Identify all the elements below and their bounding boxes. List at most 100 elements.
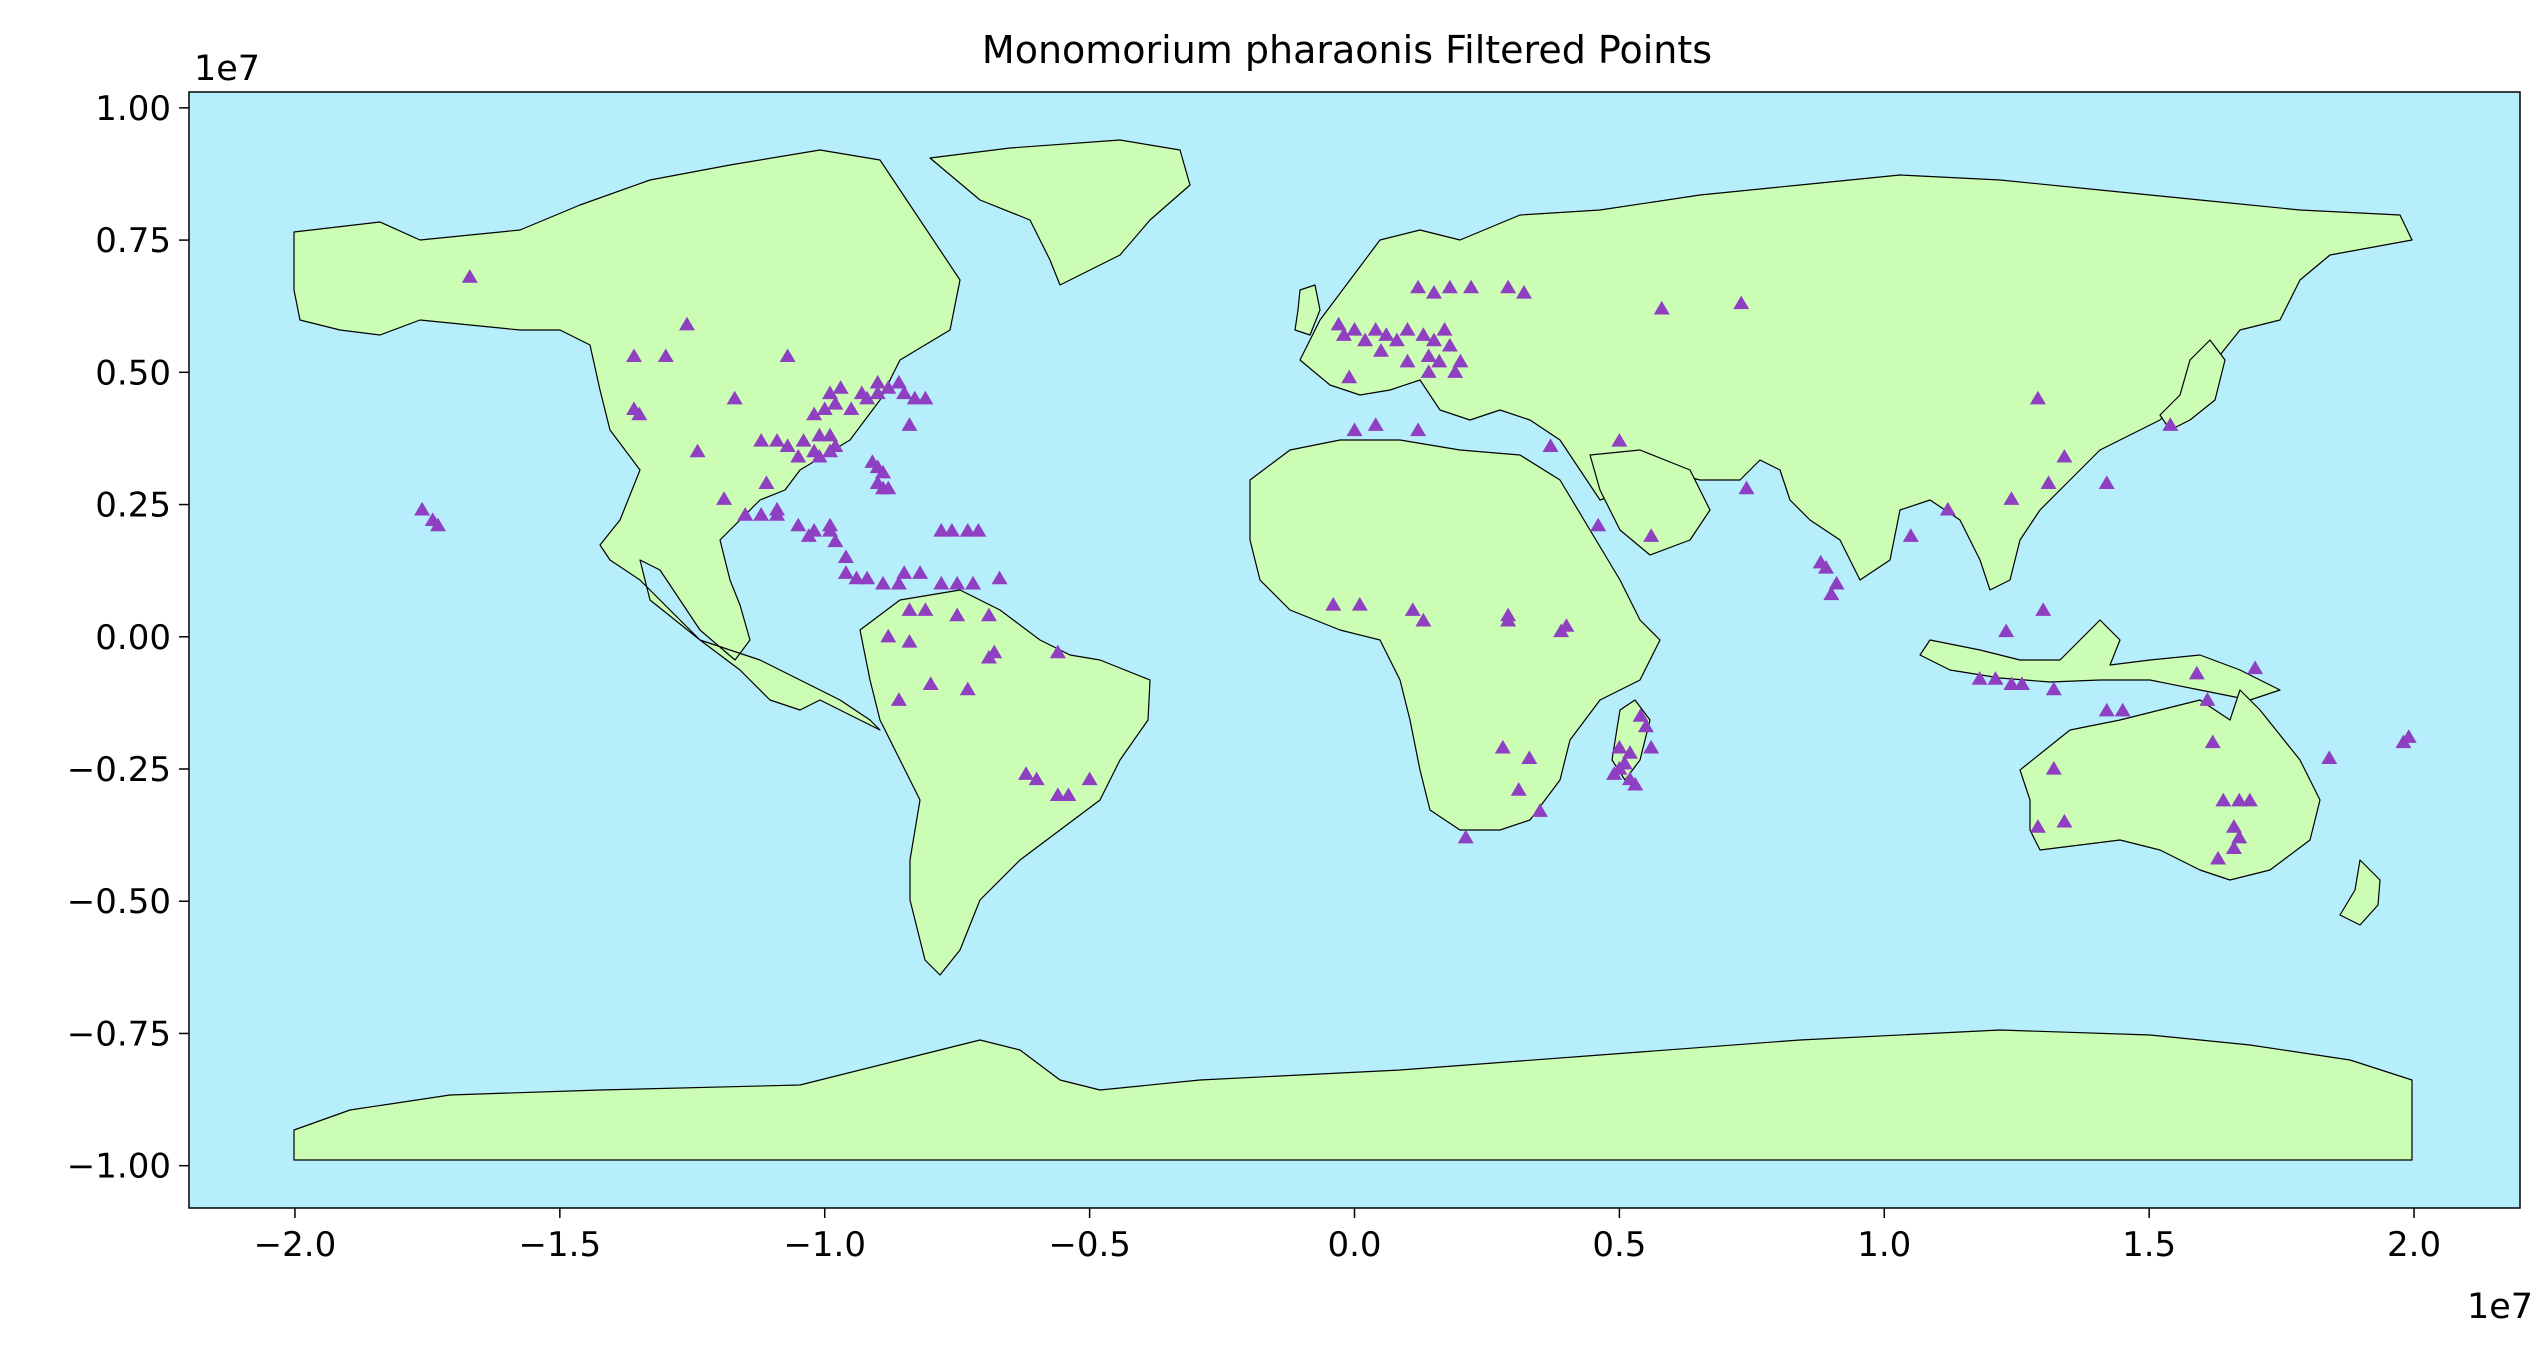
occurrence-point: [2014, 676, 2031, 690]
occurrence-point: [1018, 766, 1035, 780]
occurrence-point: [880, 628, 897, 643]
occurrence-point: [1521, 750, 1538, 765]
occurrence-point: [1060, 787, 1077, 802]
occurrence-point: [1733, 295, 1750, 310]
occurrence-point: [1351, 597, 1368, 611]
occurrence-point: [896, 565, 913, 579]
occurrence-point: [1987, 671, 2004, 685]
occurrence-point: [1531, 803, 1548, 817]
y-tick-label: −0.25: [67, 750, 171, 790]
occurrence-point: [806, 406, 823, 421]
occurrence-point: [753, 507, 770, 521]
occurrence-point: [2045, 761, 2062, 775]
occurrence-point: [2029, 819, 2046, 833]
occurrence-point: [2225, 840, 2242, 854]
x-tick-label: −1.5: [519, 1225, 602, 1265]
occurrence-point: [1621, 745, 1638, 759]
occurrence-point: [1653, 300, 1670, 315]
occurrence-point: [1420, 364, 1437, 378]
occurrence-point: [769, 507, 786, 521]
occurrence-point: [1431, 353, 1448, 368]
occurrence-point: [1828, 575, 1845, 590]
occurrence-point: [1823, 586, 1840, 601]
occurrence-point: [827, 533, 844, 548]
occurrence-point: [1611, 761, 1628, 775]
occurrence-point: [822, 385, 839, 400]
occurrence-point: [1611, 433, 1628, 447]
occurrence-point: [758, 475, 775, 489]
occurrence-point: [1627, 776, 1644, 791]
occurrence-point: [1500, 607, 1517, 622]
y-tick-label: −1.00: [67, 1147, 171, 1187]
occurrence-point: [933, 575, 950, 590]
occurrence-point: [1049, 644, 1066, 659]
australia: [2019, 689, 2321, 881]
occurrence-point: [959, 681, 976, 696]
arabia: [1589, 449, 1711, 556]
occurrence-point: [1335, 327, 1352, 341]
occurrence-point: [2003, 676, 2020, 690]
occurrence-point: [1998, 623, 2015, 638]
occurrence-point: [1500, 279, 1517, 294]
occurrence-point: [2210, 850, 2227, 865]
occurrence-point: [2231, 792, 2248, 807]
x-tick-label: −0.5: [1048, 1225, 1131, 1265]
occurrence-point: [1817, 560, 1834, 574]
occurrence-point: [2035, 602, 2052, 616]
occurrence-point: [2056, 813, 2073, 828]
occurrence-point: [1410, 422, 1427, 437]
occurrence-point: [779, 348, 796, 363]
occurrence-point: [943, 522, 960, 537]
occurrence-point: [2188, 665, 2205, 680]
occurrence-point: [1425, 284, 1442, 299]
y-tick-label: 0.75: [95, 221, 171, 261]
y-tick-label: 0.50: [95, 353, 171, 393]
occurrence-point: [790, 448, 807, 463]
occurrence-point: [2241, 792, 2258, 807]
occurrence-point: [859, 570, 876, 585]
occurrence-point: [906, 390, 923, 405]
occurrence-point: [2199, 692, 2216, 706]
occurrence-point: [779, 438, 796, 452]
occurrence-point: [1325, 597, 1342, 611]
occurrence-point: [980, 607, 997, 622]
occurrence-point: [1494, 739, 1511, 754]
occurrence-point: [414, 501, 431, 516]
indonesia: [1919, 619, 2281, 701]
occurrence-point: [949, 607, 966, 622]
occurrence-point: [980, 649, 997, 664]
occurrence-point: [848, 570, 865, 585]
occurrence-point: [1463, 279, 1480, 294]
occurrence-point: [800, 528, 817, 542]
occurrence-point: [2114, 702, 2131, 717]
occurrence-point: [1378, 327, 1395, 341]
new-zealand: [2339, 859, 2381, 926]
occurrence-point: [461, 269, 478, 283]
occurrence-point: [869, 385, 886, 400]
occurrence-point: [2400, 729, 2417, 743]
occurrence-point: [2231, 829, 2248, 844]
occurrence-point: [1971, 671, 1988, 685]
occurrence-point: [2040, 475, 2057, 489]
occurrence-point: [901, 417, 918, 431]
occurrence-point: [896, 385, 913, 400]
occurrence-point: [737, 507, 754, 521]
x-axis-offset-label: 1e7: [2467, 1287, 2533, 1327]
occurrence-point: [1590, 517, 1607, 532]
greenland: [929, 139, 1191, 286]
occurrence-point: [1415, 612, 1432, 627]
occurrence-point: [1738, 480, 1755, 495]
occurrence-point: [2204, 734, 2221, 749]
occurrence-point: [1410, 279, 1427, 294]
occurrence-point: [837, 549, 854, 564]
occurrence-point: [429, 517, 446, 532]
occurrence-point: [716, 491, 733, 505]
y-tick-label: 0.00: [95, 618, 171, 658]
occurrence-point: [880, 380, 897, 394]
occurrence-point: [1457, 829, 1474, 844]
x-tick-label: −2.0: [254, 1225, 337, 1265]
occurrence-point: [1558, 618, 1575, 632]
occurrence-point: [959, 522, 976, 537]
occurrence-point: [875, 575, 892, 590]
